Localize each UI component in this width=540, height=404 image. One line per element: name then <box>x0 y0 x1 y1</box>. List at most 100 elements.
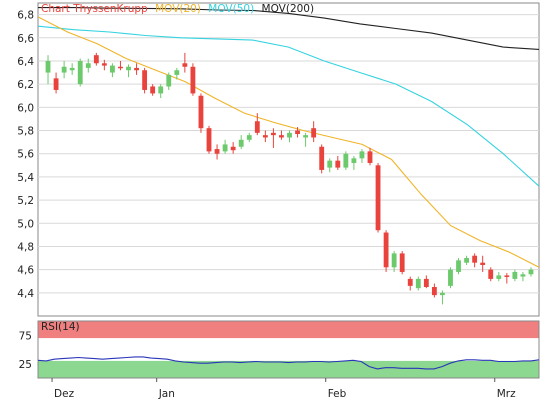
candle-body <box>431 287 437 296</box>
candle-body <box>464 258 469 263</box>
candle-body <box>45 60 51 73</box>
candle-body <box>53 78 59 90</box>
rsi-overbought-band <box>38 321 539 339</box>
candle-body <box>69 67 75 71</box>
candle-body <box>134 67 139 71</box>
price-y-ticks: 6,8 6,6 6,4 6,2 6,0 5,8 5,6 5,4 5,2 5,0 4,8 4,6 4,4 <box>17 10 34 300</box>
candle-body <box>423 278 429 288</box>
rsi-y-ticks: 75 25 <box>19 330 32 371</box>
rsi-oversold-band <box>38 360 539 378</box>
candle-body <box>391 253 397 268</box>
legend-ma50: MOV(50) <box>208 3 254 15</box>
price-tick-label: 5,4 <box>17 172 34 184</box>
candle-body <box>351 158 357 163</box>
candle-body <box>206 128 212 152</box>
candle-body <box>512 271 518 279</box>
candle-body <box>383 232 389 268</box>
candle-body <box>520 274 526 277</box>
price-tick-label: 6,4 <box>17 56 34 68</box>
candle-body <box>399 253 405 272</box>
candle-body <box>126 66 131 71</box>
x-axis: Dez Jan Feb Mrz <box>51 378 516 400</box>
candle-body <box>367 151 373 163</box>
rsi-line-group <box>37 356 540 370</box>
rsi-panel-frame <box>37 320 540 379</box>
candle-body <box>198 95 204 129</box>
price-tick-label: 6,6 <box>17 33 34 45</box>
candle-body <box>150 86 156 94</box>
price-grid <box>38 14 539 294</box>
candle-body <box>254 121 260 133</box>
ma20-line <box>37 16 540 268</box>
price-tick-label: 5,0 <box>17 218 34 230</box>
legend-ma200: MOV(200) <box>262 3 315 15</box>
candle-body <box>270 132 276 136</box>
x-tick-label: Jan <box>158 388 175 400</box>
candle-body <box>182 63 188 67</box>
legend-series-name: Chart ThyssenKrupp <box>41 3 148 15</box>
price-tick-label: 5,2 <box>17 195 34 207</box>
candle-body <box>246 135 252 140</box>
candle-body <box>303 135 309 138</box>
price-tick-label: 4,6 <box>17 265 34 277</box>
price-panel-frame <box>37 2 540 317</box>
candle-body <box>174 70 180 75</box>
x-tick-label: Dez <box>54 388 75 400</box>
candle-body <box>407 278 413 286</box>
candle-body <box>93 55 99 64</box>
candle-body <box>311 128 317 138</box>
candle-body <box>359 151 365 159</box>
candle-body <box>415 278 421 289</box>
price-tick-label: 4,8 <box>17 241 34 253</box>
candle-body <box>343 153 349 168</box>
candle-body <box>448 269 453 286</box>
candle-body <box>238 139 244 147</box>
candle-body <box>287 132 292 138</box>
candle-body <box>142 70 148 90</box>
candle-body <box>327 160 333 168</box>
legend-ma20: MOV(20) <box>155 3 201 15</box>
candle-body <box>480 262 486 265</box>
candle-body <box>319 146 325 170</box>
rsi-title: RSI(14) <box>41 321 80 333</box>
moving-averages <box>37 7 540 268</box>
candle-body <box>528 269 534 275</box>
ma50-line <box>37 25 540 187</box>
candle-body <box>335 160 341 168</box>
candle-body <box>118 66 123 69</box>
candle-body <box>504 275 510 277</box>
candle-body <box>166 74 172 87</box>
candlesticks <box>45 52 534 305</box>
candle-body <box>101 63 107 66</box>
candle-body <box>61 66 67 73</box>
candle-body <box>472 255 478 263</box>
price-tick-label: 6,8 <box>17 10 34 22</box>
candle-body <box>222 144 228 152</box>
ma200-line <box>38 7 540 50</box>
price-tick-label: 5,8 <box>17 126 34 138</box>
x-tick-label: Mrz <box>497 388 516 400</box>
rsi-tick-label: 75 <box>19 330 32 342</box>
candle-body <box>279 135 284 138</box>
candle-body <box>440 292 445 296</box>
candle-body <box>262 135 268 138</box>
price-tick-label: 4,4 <box>17 288 34 300</box>
candle-body <box>214 149 220 154</box>
x-tick-label: Feb <box>328 388 347 400</box>
candle-body <box>110 65 115 73</box>
rsi-tick-label: 25 <box>19 359 32 371</box>
candle-body <box>158 86 164 94</box>
candle-body <box>295 130 300 134</box>
chart-legend: Chart ThyssenKrupp MOV(20) MOV(50) MOV(2… <box>41 3 314 15</box>
candle-body <box>230 146 236 151</box>
candle-body <box>77 60 83 85</box>
candle-body <box>488 269 494 279</box>
candle-body <box>375 165 381 231</box>
price-tick-label: 5,6 <box>17 149 34 161</box>
candle-body <box>496 275 502 279</box>
rsi-bands <box>38 321 539 378</box>
candle-body <box>456 260 461 272</box>
price-tick-label: 6,2 <box>17 79 34 91</box>
